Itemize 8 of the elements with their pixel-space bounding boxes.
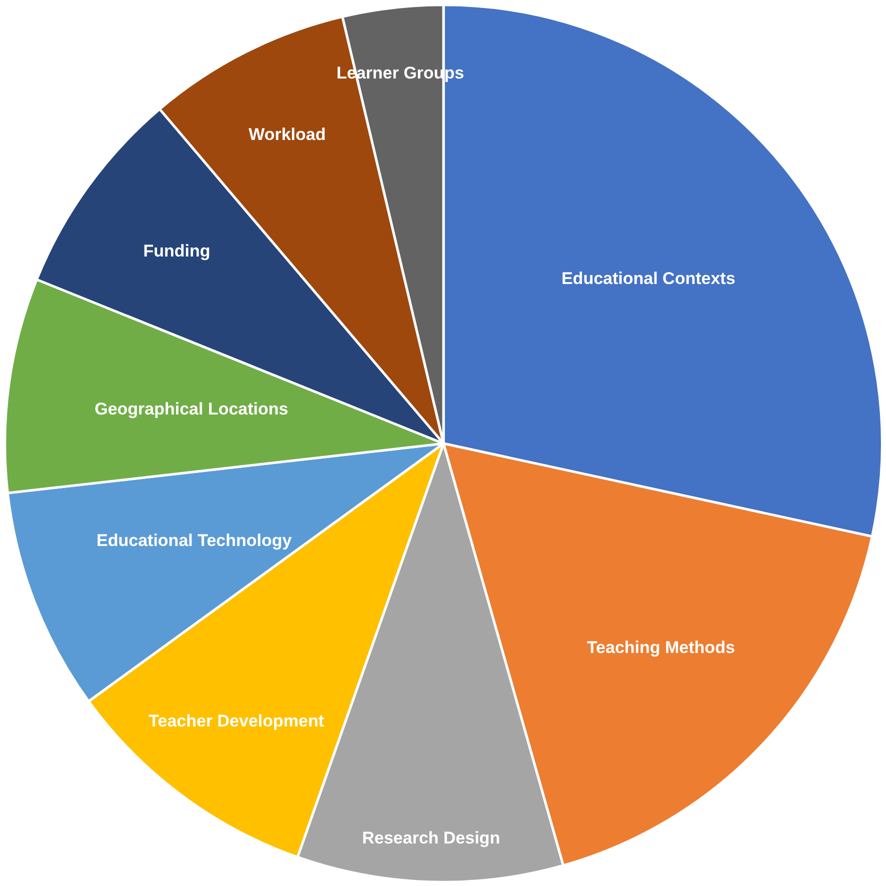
slice-label: Teaching Methods [586,638,735,658]
slice-label: Research Design [362,828,500,848]
slice-label: Geographical Locations [94,400,288,419]
slice-label: Funding [143,241,210,260]
slice-label: Teacher Development [148,712,324,731]
slice-label: Educational Contexts [561,268,736,288]
slice-label: Workload [248,124,326,144]
slice-label: Educational Technology [96,530,292,550]
